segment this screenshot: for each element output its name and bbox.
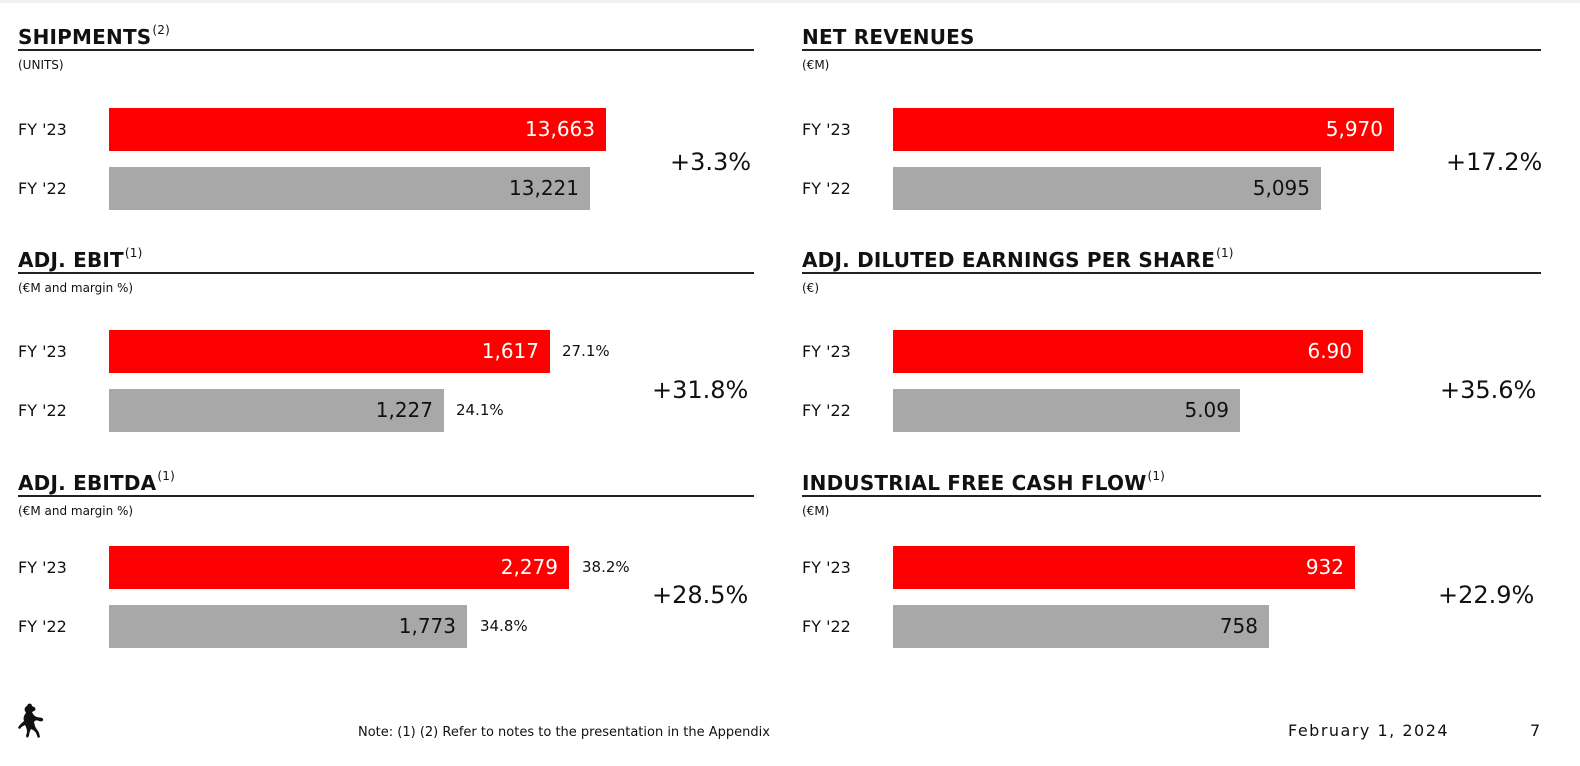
panel-title-text: ADJ. DILUTED EARNINGS PER SHARE bbox=[802, 248, 1216, 272]
shipments-panel: SHIPMENTS(2) (UNITS) FY '23 13,663 FY '22 13,… bbox=[18, 23, 756, 240]
panel-title: SHIPMENTS(2) bbox=[18, 23, 171, 49]
unit-label: (€M) bbox=[802, 504, 830, 518]
title-rule bbox=[18, 495, 754, 497]
unit-label: (€) bbox=[802, 281, 819, 295]
bar-value-label: 1,227 bbox=[375, 398, 433, 422]
adj-ebitda-panel: ADJ. EBITDA(1) (€M and margin %) FY '23 2,2… bbox=[18, 469, 756, 686]
unit-label: (UNITS) bbox=[18, 58, 64, 72]
footnote-marker: (1) bbox=[157, 469, 175, 483]
category-label-current: FY '23 bbox=[802, 342, 851, 361]
category-label-current: FY '23 bbox=[18, 120, 67, 139]
panel-title-text: ADJ. EBIT bbox=[18, 248, 124, 272]
panel-title: NET REVENUES bbox=[802, 25, 975, 49]
unit-label: (€M) bbox=[802, 58, 830, 72]
panel-title: ADJ. DILUTED EARNINGS PER SHARE(1) bbox=[802, 246, 1234, 272]
bar-value-label: 6.90 bbox=[1307, 339, 1352, 363]
category-label-prior: FY '22 bbox=[802, 401, 851, 420]
bar-value-label: 1,617 bbox=[481, 339, 539, 363]
net-revenues-panel: NET REVENUES (€M) FY '23 5,970 FY '22 5,095 +1… bbox=[802, 25, 1543, 240]
bar-value-label: 1,773 bbox=[398, 614, 456, 638]
margin-label: 27.1% bbox=[562, 342, 610, 360]
bar-prior-year: 13,221 bbox=[109, 167, 590, 210]
bar-prior-year: 5,095 bbox=[893, 167, 1321, 210]
footnote-marker: (1) bbox=[124, 246, 143, 260]
category-label-prior: FY '22 bbox=[18, 179, 67, 198]
footnote-marker: (2) bbox=[152, 23, 171, 37]
bar-value-label: 5,095 bbox=[1252, 176, 1310, 200]
category-label-prior: FY '22 bbox=[802, 617, 851, 636]
margin-label: 34.8% bbox=[480, 617, 528, 635]
yoy-change: +35.6% bbox=[1440, 376, 1537, 404]
panel-title: ADJ. EBITDA(1) bbox=[18, 469, 175, 495]
bar-prior-year: 758 bbox=[893, 605, 1269, 648]
prancing-horse-logo-icon bbox=[17, 702, 45, 740]
yoy-change: +22.9% bbox=[1438, 581, 1535, 609]
panel-title-text: SHIPMENTS bbox=[18, 25, 152, 49]
bar-value-label: 2,279 bbox=[500, 555, 558, 579]
panel-title-text: INDUSTRIAL FREE CASH FLOW bbox=[802, 471, 1147, 495]
footnote-marker: (1) bbox=[1147, 469, 1166, 483]
bar-value-label: 13,221 bbox=[509, 176, 579, 200]
panel-title: INDUSTRIAL FREE CASH FLOW(1) bbox=[802, 469, 1166, 495]
margin-label: 24.1% bbox=[456, 401, 504, 419]
top-divider bbox=[0, 0, 1580, 3]
footnote-marker: (1) bbox=[1216, 246, 1234, 260]
yoy-change: +31.8% bbox=[652, 376, 749, 404]
bar-current-year: 1,617 bbox=[109, 330, 550, 373]
category-label-current: FY '23 bbox=[18, 558, 67, 577]
adj-diluted-earnings-per-share-panel: ADJ. DILUTED EARNINGS PER SHARE(1) (€) FY … bbox=[802, 246, 1543, 463]
category-label-prior: FY '22 bbox=[18, 401, 67, 420]
bar-current-year: 5,970 bbox=[893, 108, 1394, 151]
bar-current-year: 6.90 bbox=[893, 330, 1363, 373]
unit-label: (€M and margin %) bbox=[18, 504, 134, 518]
bar-prior-year: 5.09 bbox=[893, 389, 1240, 432]
bar-prior-year: 1,227 bbox=[109, 389, 444, 432]
yoy-change: +28.5% bbox=[652, 581, 749, 609]
bar-value-label: 932 bbox=[1305, 555, 1344, 579]
bar-current-year: 13,663 bbox=[109, 108, 606, 151]
bar-value-label: 13,663 bbox=[525, 117, 595, 141]
panel-title-text: NET REVENUES bbox=[802, 25, 975, 49]
panel-title: ADJ. EBIT(1) bbox=[18, 246, 143, 272]
bar-value-label: 758 bbox=[1219, 614, 1258, 638]
category-label-current: FY '23 bbox=[802, 120, 851, 139]
category-label-current: FY '23 bbox=[802, 558, 851, 577]
title-rule bbox=[18, 272, 754, 274]
adj-ebit-panel: ADJ. EBIT(1) (€M and margin %) FY '23 1,617… bbox=[18, 246, 756, 463]
bar-current-year: 2,279 bbox=[109, 546, 569, 589]
title-rule bbox=[802, 272, 1541, 274]
category-label-prior: FY '22 bbox=[802, 179, 851, 198]
footnote-text: Note: (1) (2) Refer to notes to the pres… bbox=[358, 725, 770, 740]
bar-value-label: 5,970 bbox=[1325, 117, 1383, 141]
yoy-change: +3.3% bbox=[670, 148, 752, 176]
yoy-change: +17.2% bbox=[1446, 148, 1543, 176]
category-label-prior: FY '22 bbox=[18, 617, 67, 636]
unit-label: (€M and margin %) bbox=[18, 281, 134, 295]
bar-current-year: 932 bbox=[893, 546, 1355, 589]
title-rule bbox=[802, 495, 1541, 497]
margin-label: 38.2% bbox=[582, 558, 630, 576]
bar-value-label: 5.09 bbox=[1184, 398, 1229, 422]
category-label-current: FY '23 bbox=[18, 342, 67, 361]
industrial-free-cash-flow-panel: INDUSTRIAL FREE CASH FLOW(1) (€M) FY '23 93… bbox=[802, 469, 1543, 686]
bar-prior-year: 1,773 bbox=[109, 605, 467, 648]
presentation-date: February 1, 2024 bbox=[1288, 721, 1450, 740]
panel-title-text: ADJ. EBITDA bbox=[18, 471, 157, 495]
title-rule bbox=[18, 49, 754, 51]
title-rule bbox=[802, 49, 1541, 51]
page-number: 7 bbox=[1530, 721, 1541, 740]
